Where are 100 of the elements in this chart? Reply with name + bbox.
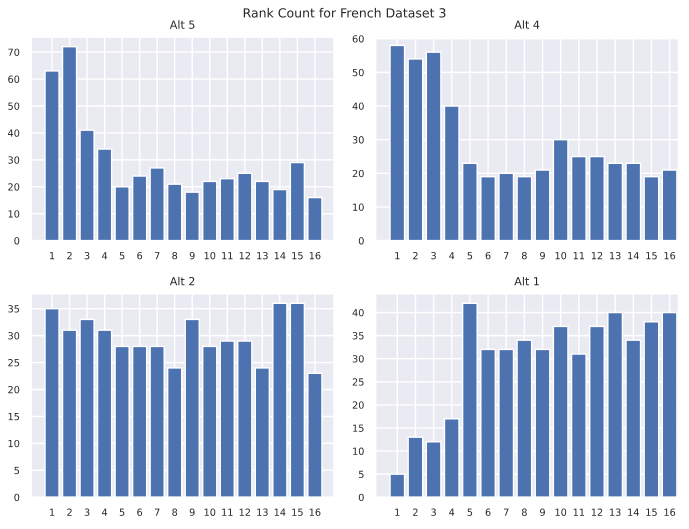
y-tick-label: 20 <box>352 170 364 178</box>
x-tick-label: 4 <box>449 508 454 516</box>
x-tick-label: 4 <box>102 508 108 516</box>
x-tick-label: 14 <box>274 252 286 260</box>
x-tick-label: 3 <box>431 252 436 260</box>
x-tick-label: 12 <box>592 252 602 260</box>
y-tick-label: 0 <box>14 494 20 502</box>
y-tick-label: 25 <box>8 359 20 366</box>
x-tick-label: 10 <box>204 252 216 260</box>
x-tick-label: 1 <box>395 508 400 516</box>
x-tick-label: 4 <box>102 252 108 260</box>
x-tick-label: 12 <box>240 252 250 260</box>
x-tick-label: 6 <box>137 508 142 516</box>
x-tick-label: 2 <box>413 252 418 260</box>
x-tick-label: 12 <box>592 508 602 516</box>
x-tick-label: 15 <box>292 252 303 260</box>
x-tick-label: 15 <box>292 508 303 516</box>
x-tick-label: 1 <box>50 508 54 516</box>
x-tick-label: 5 <box>468 508 472 516</box>
y-tick-label: 50 <box>8 102 20 110</box>
y-tick-label: 40 <box>352 102 364 110</box>
x-tick-label: 7 <box>504 508 508 516</box>
x-tick-label: 3 <box>84 252 90 260</box>
y-tick-label: 35 <box>352 332 364 340</box>
x-tick-label: 10 <box>556 508 566 516</box>
x-tick-label: 7 <box>154 252 160 260</box>
y-tick-label: 40 <box>352 309 364 316</box>
x-tick-label: 14 <box>274 508 286 516</box>
y-tick-label: 30 <box>8 332 20 340</box>
y-tick-label: 30 <box>8 156 20 164</box>
x-tick-label: 15 <box>646 508 657 516</box>
x-tick-label: 9 <box>190 252 195 260</box>
y-tick-label: 50 <box>352 68 364 76</box>
y-tick-label: 30 <box>352 136 364 144</box>
y-tick-label: 15 <box>353 424 364 432</box>
x-tick-label: 16 <box>664 508 676 516</box>
y-tick-label: 20 <box>352 401 364 409</box>
x-tick-label: 10 <box>204 508 216 516</box>
x-tick-label: 6 <box>137 252 142 260</box>
x-tick-label: 7 <box>154 508 160 516</box>
x-tick-label: 13 <box>610 252 621 260</box>
x-tick-label: 11 <box>222 508 233 516</box>
y-tick-label: 0 <box>358 237 364 245</box>
x-tick-label: 3 <box>431 508 436 516</box>
y-tick-label: 20 <box>8 183 20 191</box>
y-tick-label: 0 <box>14 237 20 245</box>
y-tick-label: 10 <box>353 448 364 455</box>
y-tick-label: 35 <box>8 305 20 313</box>
x-tick-label: 13 <box>257 252 268 260</box>
x-tick-label: 4 <box>449 252 454 260</box>
x-tick-label: 13 <box>610 508 621 516</box>
x-tick-label: 9 <box>540 508 545 516</box>
x-tick-label: 6 <box>486 252 491 260</box>
y-tick-label: 10 <box>353 204 364 211</box>
x-tick-label: 9 <box>190 508 195 516</box>
y-tick-label: 40 <box>8 129 20 137</box>
y-tick-label: 60 <box>352 35 364 43</box>
x-tick-label: 15 <box>646 252 657 260</box>
x-tick-label: 16 <box>310 252 320 260</box>
x-tick-label: 16 <box>310 508 320 516</box>
x-tick-label: 11 <box>574 252 584 260</box>
y-tick-label: 30 <box>352 355 364 363</box>
x-tick-label: 8 <box>522 508 527 516</box>
x-tick-label: 1 <box>395 252 400 260</box>
x-tick-label: 11 <box>222 252 233 260</box>
chart-title: Alt 1 <box>514 276 539 286</box>
y-tick-label: 5 <box>358 470 364 478</box>
y-tick-label: 60 <box>8 76 20 83</box>
x-tick-label: 5 <box>468 252 472 260</box>
x-tick-label: 7 <box>504 252 508 260</box>
y-tick-label: 70 <box>8 48 20 56</box>
x-tick-label: 14 <box>628 252 639 260</box>
y-tick-label: 10 <box>8 210 20 218</box>
x-tick-label: 9 <box>540 252 545 260</box>
x-tick-label: 12 <box>240 508 250 516</box>
y-tick-label: 20 <box>8 386 20 394</box>
y-tick-label: 15 <box>8 413 20 420</box>
x-tick-label: 11 <box>574 508 584 516</box>
x-tick-label: 6 <box>486 508 491 516</box>
x-tick-label: 5 <box>120 252 124 260</box>
text: Rank Count for French Dataset 3 <box>244 8 446 18</box>
x-tick-label: 16 <box>664 252 676 260</box>
chart-title: Alt 2 <box>170 276 194 286</box>
y-tick-label: 5 <box>14 466 20 474</box>
chart-title: Alt 5 <box>170 20 194 29</box>
x-tick-label: 8 <box>172 508 178 516</box>
x-tick-label: 8 <box>172 252 178 260</box>
x-tick-label: 14 <box>628 508 639 516</box>
x-tick-label: 10 <box>556 252 566 260</box>
x-tick-label: 5 <box>120 508 124 516</box>
x-tick-label: 3 <box>84 508 90 516</box>
x-tick-label: 2 <box>67 508 72 516</box>
x-tick-label: 1 <box>50 252 54 260</box>
chart-title: Alt 4 <box>514 20 540 29</box>
y-tick-label: 0 <box>358 494 364 502</box>
x-tick-label: 2 <box>67 252 72 260</box>
y-tick-label: 10 <box>8 440 20 448</box>
y-tick-label: 25 <box>352 378 364 386</box>
x-tick-label: 8 <box>522 252 527 260</box>
x-tick-label: 2 <box>413 508 418 516</box>
